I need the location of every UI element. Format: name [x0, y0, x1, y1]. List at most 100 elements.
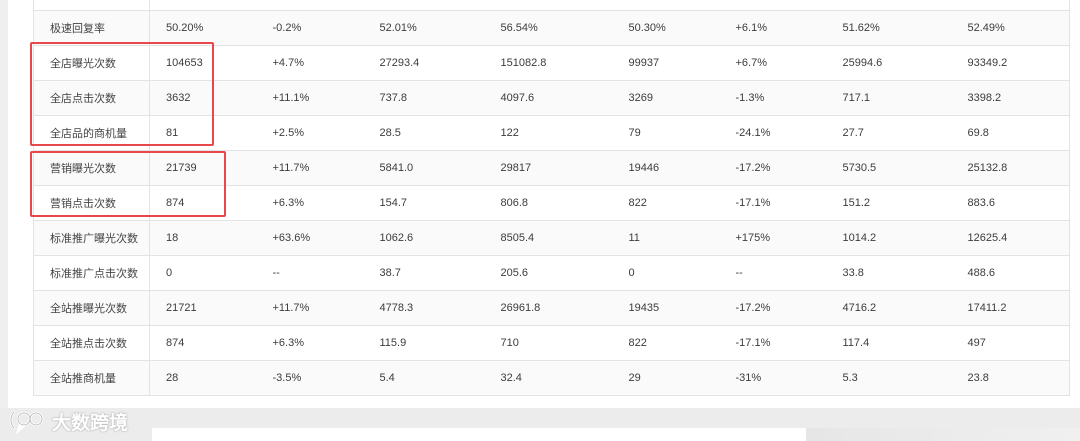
metric-value [363, 0, 485, 11]
metric-value: -17.2% [719, 290, 827, 326]
table-row: 营销曝光次数 21739 +11.7% 5841.0 29817 19446 -17.2% 5… [33, 150, 1070, 186]
metric-value: 25132.8 [951, 150, 1070, 186]
metric-value: 19446 [612, 150, 720, 186]
metric-value: 488.6 [951, 255, 1070, 291]
metric-value: 822 [612, 185, 720, 221]
metric-value: 5.3 [826, 360, 952, 396]
metric-name: 全店曝光次数 [33, 45, 150, 81]
metric-name: 标准推广曝光次数 [33, 220, 150, 256]
metric-value: 21739 [149, 150, 257, 186]
metric-name: 标准推广点击次数 [33, 255, 150, 291]
metric-value: 93349.2 [951, 45, 1070, 81]
metric-value: 737.8 [363, 80, 485, 116]
metric-value: -17.1% [719, 185, 827, 221]
table-row: 极速回复率 50.20% -0.2% 52.01% 56.54% 50.30% +6.1% 5… [33, 10, 1070, 46]
metric-value: 104653 [149, 45, 257, 81]
metric-name: 极速回复率 [33, 10, 150, 46]
metric-value: 99937 [612, 45, 720, 81]
metric-value: 25994.6 [826, 45, 952, 81]
table-row: 全站推商机量 28 -3.5% 5.4 32.4 29 -31% 5.3 23.8 [33, 360, 1070, 396]
metric-value [484, 0, 613, 11]
metric-value: -17.2% [719, 150, 827, 186]
metric-value: 4716.2 [826, 290, 952, 326]
metric-value: 874 [149, 325, 257, 361]
metric-value [719, 0, 827, 11]
metric-value: 17411.2 [951, 290, 1070, 326]
metric-value [612, 0, 720, 11]
metric-value: 122 [484, 115, 613, 151]
metric-value: 710 [484, 325, 613, 361]
metrics-table: 极速回复率 50.20% -0.2% 52.01% 56.54% 50.30% +6.1% 5… [33, 0, 1070, 396]
metric-name: 全站推点击次数 [33, 325, 150, 361]
metric-value: 21721 [149, 290, 257, 326]
metric-name: 全站推商机量 [33, 360, 150, 396]
metric-value: 3398.2 [951, 80, 1070, 116]
metric-value [951, 0, 1070, 11]
metric-value: 28 [149, 360, 257, 396]
watermark-text: 大数跨境 [52, 411, 129, 434]
metric-value: 154.7 [363, 185, 485, 221]
metric-value: 883.6 [951, 185, 1070, 221]
speech-bubble-logo-icon [9, 410, 44, 434]
metric-value: 1062.6 [363, 220, 485, 256]
metric-value: -0.2% [256, 10, 364, 46]
metric-value: 1014.2 [826, 220, 952, 256]
metric-name: 全店品的商机量 [33, 115, 150, 151]
metric-value: 4097.6 [484, 80, 613, 116]
metric-value: 874 [149, 185, 257, 221]
metric-value: 205.6 [484, 255, 613, 291]
metric-name: 全站推曝光次数 [33, 290, 150, 326]
metric-value: 50.30% [612, 10, 720, 46]
metric-value: 32.4 [484, 360, 613, 396]
metric-value: 151.2 [826, 185, 952, 221]
metric-value: 5730.5 [826, 150, 952, 186]
table-row: 营销点击次数 874 +6.3% 154.7 806.8 822 -17.1% 151.2 88… [33, 185, 1070, 221]
table-row: 全店品的商机量 81 +2.5% 28.5 122 79 -24.1% 27.7 69.8 [33, 115, 1070, 151]
lower-card-shadow [806, 428, 1080, 441]
metric-value: -3.5% [256, 360, 364, 396]
metric-value: +63.6% [256, 220, 364, 256]
table-header-remnant-row [33, 0, 1070, 11]
metric-value: 52.49% [951, 10, 1070, 46]
watermark: 大数跨境 [8, 406, 128, 436]
metric-value [149, 0, 257, 11]
metric-value: 3269 [612, 80, 720, 116]
metric-value: 33.8 [826, 255, 952, 291]
metric-value: +2.5% [256, 115, 364, 151]
metric-value: 115.9 [363, 325, 485, 361]
metric-value: +4.7% [256, 45, 364, 81]
metric-value: 18 [149, 220, 257, 256]
metric-value: 79 [612, 115, 720, 151]
metric-value: -1.3% [719, 80, 827, 116]
metric-value: +11.7% [256, 150, 364, 186]
metric-value: -31% [719, 360, 827, 396]
metric-value: +11.1% [256, 80, 364, 116]
metric-value: 26961.8 [484, 290, 613, 326]
metric-value: 4778.3 [363, 290, 485, 326]
metric-value: 5841.0 [363, 150, 485, 186]
metric-value: +6.3% [256, 185, 364, 221]
metric-value: -- [256, 255, 364, 291]
table-row: 标准推广点击次数 0 -- 38.7 205.6 0 -- 33.8 488.6 [33, 255, 1070, 291]
metric-value: 51.62% [826, 10, 952, 46]
metric-value [826, 0, 952, 11]
metric-value: 8505.4 [484, 220, 613, 256]
metric-value: 29 [612, 360, 720, 396]
metric-name: 全店点击次数 [33, 80, 150, 116]
metric-value: 0 [612, 255, 720, 291]
metric-value: 50.20% [149, 10, 257, 46]
metric-value: 29817 [484, 150, 613, 186]
metric-value: 52.01% [363, 10, 485, 46]
metric-value: -24.1% [719, 115, 827, 151]
table-row: 标准推广曝光次数 18 +63.6% 1062.6 8505.4 11 +175% 1014.… [33, 220, 1070, 256]
metric-value: 151082.8 [484, 45, 613, 81]
metric-value: 27293.4 [363, 45, 485, 81]
table-row: 全店点击次数 3632 +11.1% 737.8 4097.6 3269 -1.3% 717.… [33, 80, 1070, 116]
metric-value: 12625.4 [951, 220, 1070, 256]
metric-value: -- [719, 255, 827, 291]
table-row: 全站推曝光次数 21721 +11.7% 4778.3 26961.8 19435 -17.… [33, 290, 1070, 326]
metric-value: 27.7 [826, 115, 952, 151]
metric-value: +6.1% [719, 10, 827, 46]
metric-value: 117.4 [826, 325, 952, 361]
metric-name: 营销曝光次数 [33, 150, 150, 186]
